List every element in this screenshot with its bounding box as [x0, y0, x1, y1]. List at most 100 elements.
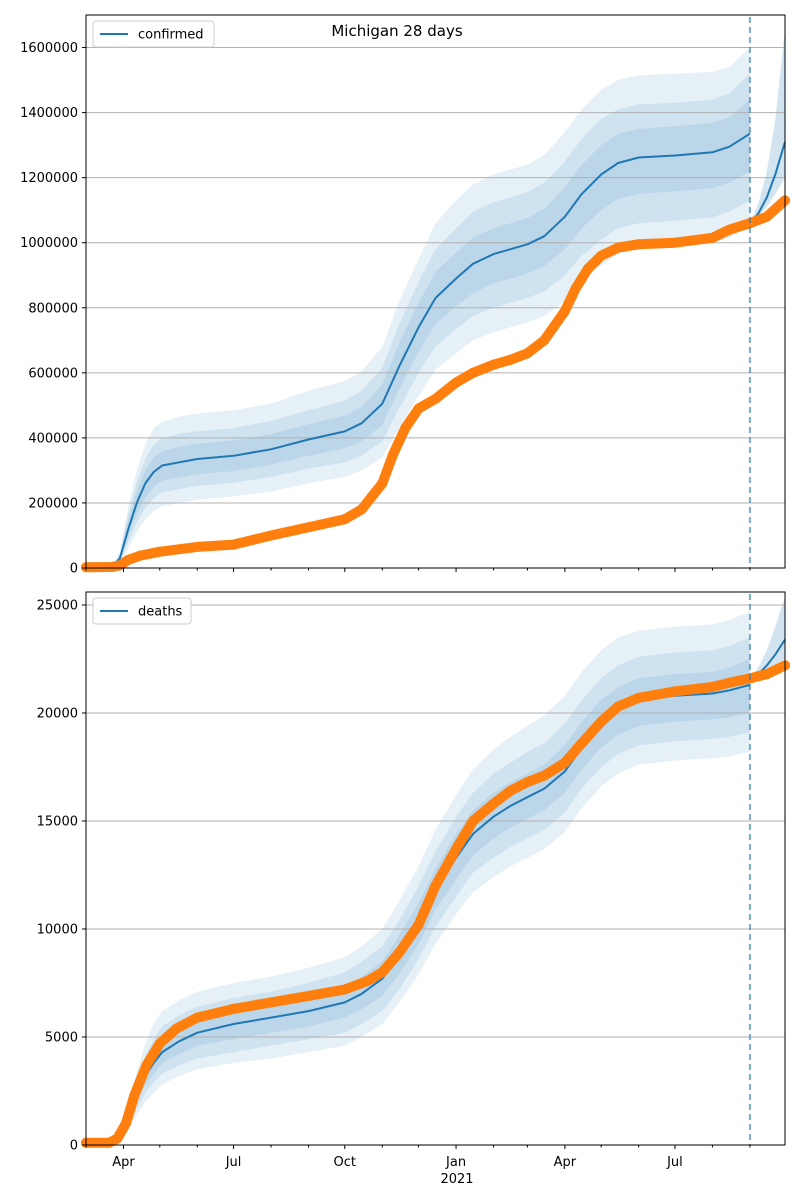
deaths-y-tick-label: 15000 — [37, 814, 78, 829]
confirmed-observed-point — [388, 449, 399, 460]
deaths-observed-point — [303, 990, 314, 1001]
confirmed-observed-point — [106, 562, 117, 572]
deaths-x-tick-label: Jul — [225, 1155, 242, 1170]
deaths-observed-point — [413, 919, 424, 930]
confirmed-panel: 0 200000 400000 600000 800000 1000000 1200000 1… — [20, 14, 790, 577]
confirmed-observed-point — [559, 306, 570, 316]
deaths-observed-point — [154, 1038, 165, 1049]
confirmed-y-tick-label: 0 — [70, 562, 78, 577]
deaths-observed-point — [596, 716, 607, 727]
deaths-x-ticks: Apr Jul Oct Jan Apr Jul — [85, 1145, 751, 1170]
confirmed-observed-point — [724, 224, 735, 235]
deaths-y-tick-label: 5000 — [45, 1030, 78, 1045]
deaths-legend-label: deaths — [138, 605, 183, 620]
deaths-observed-point — [488, 798, 499, 809]
deaths-observed-point — [613, 701, 624, 712]
confirmed-legend-box — [92, 20, 215, 48]
confirmed-band-2 — [86, 99, 750, 568]
confirmed-observed-point — [303, 522, 314, 533]
deaths-axes-frame — [85, 591, 786, 1146]
deaths-legend-box — [92, 597, 192, 625]
deaths-x-tick-label: Apr — [554, 1155, 577, 1170]
confirmed-observed-point — [356, 504, 367, 515]
confirmed-y-tick-label: 200000 — [28, 496, 78, 511]
confirmed-observed-point — [377, 478, 388, 489]
deaths-observed-point — [394, 947, 405, 958]
confirmed-observed-point — [413, 403, 424, 414]
confirmed-y-tick-label: 1600000 — [20, 41, 78, 56]
deaths-observed-point — [171, 1023, 182, 1034]
deaths-axes — [85, 591, 786, 1146]
confirmed-observed-point — [570, 283, 581, 294]
confirmed-y-ticks: 0 200000 400000 600000 800000 1000000 1200000 1… — [20, 41, 86, 577]
deaths-observed-point — [430, 880, 441, 891]
deaths-forecast-band — [749, 596, 785, 679]
confirmed-observed-point — [430, 393, 441, 404]
deaths-observed-point — [112, 1133, 123, 1144]
deaths-observed-point — [761, 669, 772, 680]
deaths-y-ticks: 0 5000 10000 15000 20000 25000 — [37, 598, 86, 1154]
confirmed-y-tick-label: 1400000 — [20, 106, 78, 121]
deaths-observed-point — [228, 1003, 239, 1014]
deaths-observed-point — [129, 1090, 140, 1101]
confirmed-observed-point — [468, 367, 478, 378]
confirmed-observed-point — [761, 211, 772, 222]
confirmed-observed-point — [613, 242, 624, 253]
deaths-observed-point — [339, 984, 350, 995]
confirmed-observed-point — [154, 546, 165, 557]
deaths-band-1 — [86, 637, 750, 1145]
confirmed-observed-point — [451, 377, 462, 388]
confirmed-observed-point — [228, 539, 239, 550]
confirmed-observed-point — [488, 359, 499, 370]
x-axis-year-label: 2021 — [440, 1172, 473, 1187]
deaths-x-tick-label: Jul — [666, 1155, 683, 1170]
confirmed-model-path — [86, 132, 751, 569]
deaths-observed-point — [724, 677, 735, 688]
confirmed-band-1 — [86, 73, 750, 568]
confirmed-observed-point — [596, 250, 607, 261]
confirmed-observed-point — [669, 237, 680, 248]
deaths-observed-point — [539, 770, 550, 781]
deaths-observed-point — [377, 967, 388, 978]
deaths-observed-point — [522, 777, 533, 788]
confirmed-observed-point — [522, 348, 533, 359]
confirmed-observed-point — [707, 232, 718, 243]
deaths-observed-point — [451, 844, 462, 855]
confirmed-observed-point — [123, 554, 134, 565]
confirmed-observed-point — [400, 423, 411, 434]
confirmed-y-tick-label: 1200000 — [20, 171, 78, 186]
deaths-observed-point — [559, 757, 570, 768]
confirmed-observed-point — [192, 541, 203, 552]
confirmed-observed-point — [135, 550, 146, 561]
confirmed-y-tick-label: 400000 — [28, 431, 78, 446]
confirmed-observed-point — [633, 239, 644, 250]
confirmed-observed-point — [539, 335, 550, 346]
deaths-x-tick-label: Jan — [445, 1155, 466, 1170]
deaths-y-tick-label: 10000 — [37, 922, 78, 937]
confirmed-y-tick-label: 800000 — [28, 301, 78, 316]
deaths-observed-point — [362, 975, 373, 986]
confirmed-legend: confirmed — [92, 20, 215, 48]
chart-title: Michigan 28 days — [331, 22, 462, 40]
deaths-observed-point — [266, 997, 276, 1008]
confirmed-observed-point — [339, 514, 350, 525]
deaths-observed-point — [192, 1012, 203, 1023]
confirmed-observed-point — [582, 263, 593, 274]
deaths-y-tick-label: 25000 — [37, 598, 78, 613]
deaths-band-2 — [86, 659, 750, 1145]
deaths-observed-point — [633, 692, 644, 703]
confirmed-y-tick-label: 1000000 — [20, 236, 78, 251]
confirmed-y-tick-label: 600000 — [28, 366, 78, 381]
confirmed-axes-frame — [85, 14, 786, 569]
deaths-observed-point — [707, 682, 718, 692]
deaths-observed-point — [505, 785, 516, 796]
confirmed-observed-point — [505, 354, 516, 365]
confirmed-observed-point — [744, 218, 755, 229]
deaths-observed-point — [669, 686, 680, 697]
confirmed-x-ticks — [85, 568, 751, 572]
deaths-legend: deaths — [92, 597, 192, 625]
deaths-y-tick-label: 20000 — [37, 706, 78, 721]
confirmed-legend-label: confirmed — [138, 28, 204, 43]
